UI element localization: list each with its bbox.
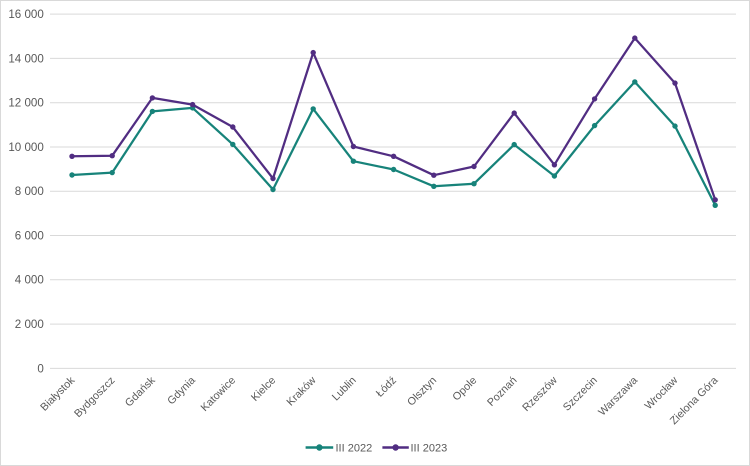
svg-text:10 000: 10 000	[8, 141, 43, 154]
svg-text:2 000: 2 000	[15, 318, 44, 331]
svg-text:6 000: 6 000	[15, 229, 44, 242]
svg-text:16 000: 16 000	[8, 8, 43, 21]
svg-text:III 2022: III 2022	[336, 442, 373, 454]
svg-text:14 000: 14 000	[8, 52, 43, 65]
svg-text:4 000: 4 000	[15, 274, 44, 287]
svg-text:12 000: 12 000	[8, 97, 43, 110]
svg-text:0: 0	[37, 362, 43, 375]
svg-text:8 000: 8 000	[15, 185, 44, 198]
svg-text:III 2023: III 2023	[411, 442, 448, 454]
